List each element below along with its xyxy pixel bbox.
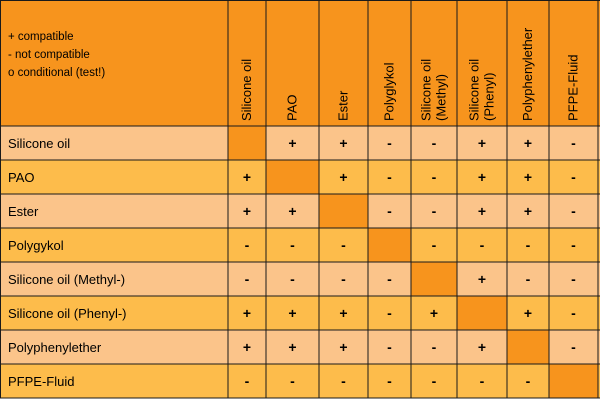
table-cell-value: + xyxy=(430,305,438,321)
row-label: Ester xyxy=(8,204,39,219)
table-row-background xyxy=(0,364,600,398)
diagonal-cell xyxy=(549,364,598,398)
table-cell-value: - xyxy=(526,271,531,287)
table-cell-value: - xyxy=(290,373,295,389)
table-cell-value: - xyxy=(432,373,437,389)
table-cell-value: - xyxy=(432,339,437,355)
column-header: Ester xyxy=(336,90,351,121)
table-cell-value: - xyxy=(571,135,576,151)
table-cell-value: + xyxy=(478,203,486,219)
table-cell-value: - xyxy=(387,169,392,185)
column-header: PFPE-Fluid xyxy=(566,55,581,121)
table-cell-value: + xyxy=(478,339,486,355)
table-cell-value: + xyxy=(524,305,532,321)
table-cell-value: + xyxy=(288,339,296,355)
column-header: PAO xyxy=(285,95,300,122)
column-header: Polyphenylether xyxy=(520,27,535,121)
table-cell-value: - xyxy=(387,135,392,151)
diagonal-cell xyxy=(457,296,507,330)
column-header: Silicone oil xyxy=(467,59,482,121)
table-cell-value: + xyxy=(243,203,251,219)
table-cell-value: + xyxy=(243,305,251,321)
row-label: PAO xyxy=(8,170,35,185)
column-header: Polyglykol xyxy=(382,62,397,121)
table-cell-value: + xyxy=(339,169,347,185)
table-cell-value: - xyxy=(526,237,531,253)
table-cell-value: - xyxy=(245,271,250,287)
table-cell-value: - xyxy=(571,305,576,321)
header-background xyxy=(0,0,600,126)
table-cell-value: - xyxy=(571,169,576,185)
table-cell-value: - xyxy=(387,203,392,219)
table-cell-value: - xyxy=(290,271,295,287)
table-cell-value: + xyxy=(288,305,296,321)
table-row-background xyxy=(0,330,600,364)
table-cell-value: + xyxy=(339,339,347,355)
table-cell-value: - xyxy=(480,373,485,389)
table-cell-value: - xyxy=(387,271,392,287)
table-cell-value: - xyxy=(571,237,576,253)
table-cell-value: + xyxy=(524,135,532,151)
table-cell-value: + xyxy=(339,305,347,321)
column-header: Silicone oil xyxy=(239,59,254,121)
table-cell-value: + xyxy=(288,203,296,219)
row-label: Polyphenylether xyxy=(8,340,102,355)
table-cell-value: - xyxy=(290,237,295,253)
table-cell-value: - xyxy=(526,373,531,389)
row-label: Silicone oil (Methyl-) xyxy=(8,272,125,287)
diagonal-cell xyxy=(368,228,411,262)
row-label: Silicone oil xyxy=(8,136,70,151)
legend-entry: + compatible xyxy=(8,31,74,43)
table-cell-value: + xyxy=(524,203,532,219)
table-cell-value: - xyxy=(571,339,576,355)
table-cell-value: - xyxy=(571,271,576,287)
diagonal-cell xyxy=(319,194,368,228)
table-row-background xyxy=(0,228,600,262)
diagonal-cell xyxy=(411,262,457,296)
table-cell-value: + xyxy=(243,339,251,355)
table-cell-value: - xyxy=(245,237,250,253)
table-row-background xyxy=(0,262,600,296)
table-cell-value: - xyxy=(387,339,392,355)
table-cell-value: + xyxy=(478,169,486,185)
table-cell-value: - xyxy=(432,169,437,185)
table-cell-value: - xyxy=(387,373,392,389)
table-cell-value: - xyxy=(571,203,576,219)
table-cell-value: - xyxy=(341,271,346,287)
table-cell-value: + xyxy=(288,135,296,151)
diagonal-cell xyxy=(228,126,266,160)
column-header: (Methyl) xyxy=(434,74,449,121)
table-cell-value: + xyxy=(478,271,486,287)
table-cell-value: - xyxy=(432,203,437,219)
table-row-background xyxy=(0,126,600,160)
table-cell-value: - xyxy=(387,305,392,321)
row-label: PFPE-Fluid xyxy=(8,374,74,389)
legend-entry: o conditional (test!) xyxy=(8,67,105,79)
legend-entry: - not compatible xyxy=(8,49,90,61)
table-cell-value: - xyxy=(480,237,485,253)
table-cell-value: + xyxy=(243,169,251,185)
column-header: (Phenyl) xyxy=(482,73,497,121)
table-cell-value: + xyxy=(524,169,532,185)
column-header: Silicone oil xyxy=(419,59,434,121)
row-label: Silicone oil (Phenyl-) xyxy=(8,306,127,321)
table-cell-value: + xyxy=(478,135,486,151)
table-cell-value: - xyxy=(432,237,437,253)
diagonal-cell xyxy=(507,330,549,364)
table-cell-value: - xyxy=(432,135,437,151)
diagonal-cell xyxy=(266,160,319,194)
table-cell-value: - xyxy=(245,373,250,389)
row-label: Polygykol xyxy=(8,238,64,253)
table-row-background xyxy=(0,194,600,228)
table-cell-value: + xyxy=(339,135,347,151)
table-cell-value: - xyxy=(341,237,346,253)
table-cell-value: - xyxy=(341,373,346,389)
